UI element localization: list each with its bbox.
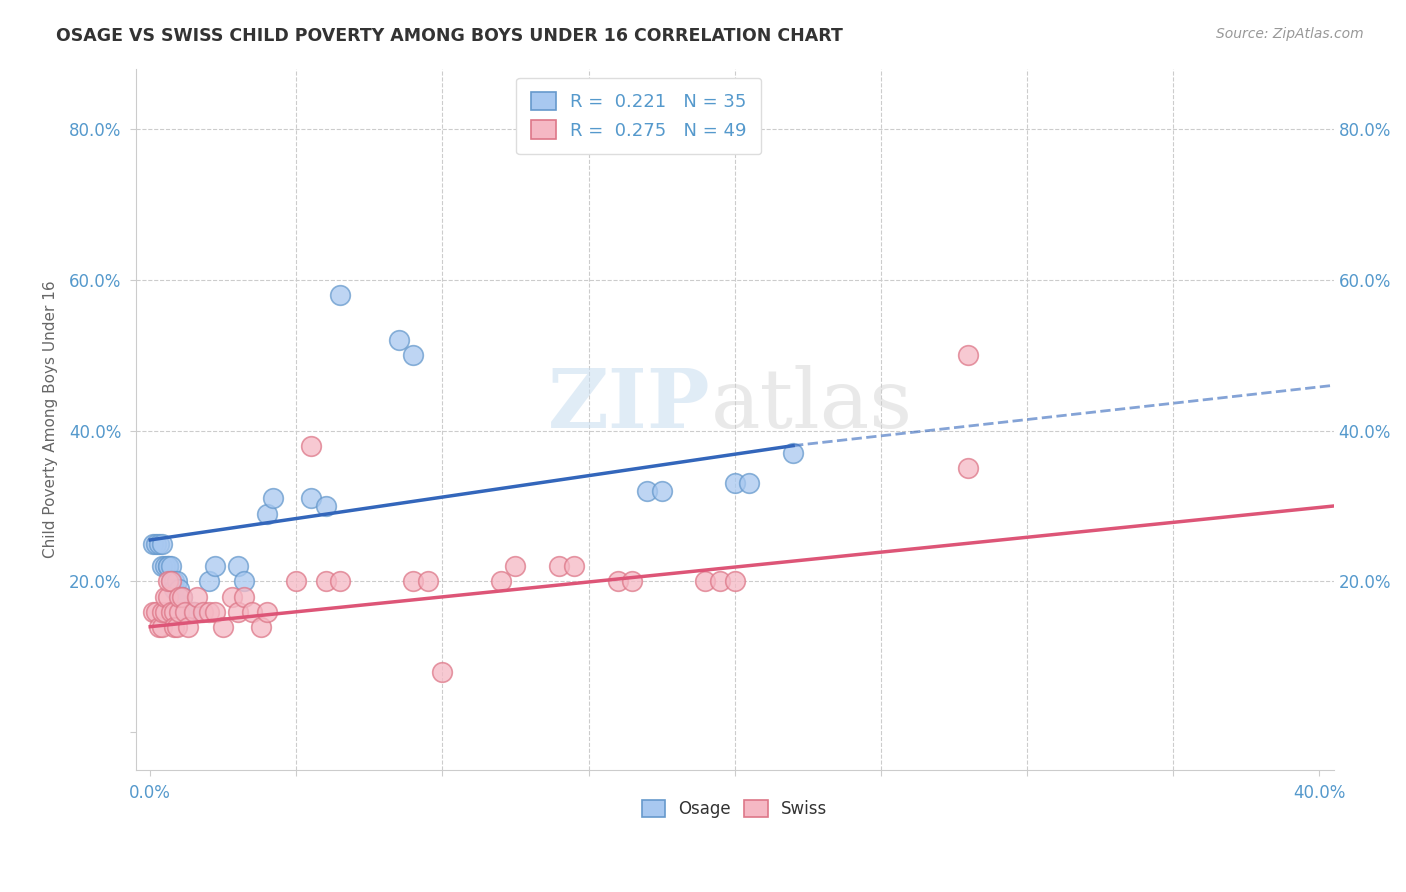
- Point: [169, 597, 191, 611]
- Point: [142, 537, 165, 551]
- Point: [166, 620, 188, 634]
- Point: [177, 620, 200, 634]
- Text: OSAGE VS SWISS CHILD POVERTY AMONG BOYS UNDER 16 CORRELATION CHART: OSAGE VS SWISS CHILD POVERTY AMONG BOYS …: [56, 27, 844, 45]
- Point: [145, 537, 167, 551]
- Point: [221, 590, 243, 604]
- Point: [402, 574, 425, 589]
- Point: [256, 605, 278, 619]
- Point: [150, 620, 173, 634]
- Point: [162, 605, 184, 619]
- Point: [738, 476, 761, 491]
- Point: [150, 559, 173, 574]
- Point: [150, 537, 173, 551]
- Point: [156, 559, 179, 574]
- Point: [299, 491, 322, 506]
- Point: [242, 605, 264, 619]
- Point: [159, 574, 181, 589]
- Point: [166, 574, 188, 589]
- Point: [159, 605, 181, 619]
- Point: [250, 620, 273, 634]
- Point: [174, 605, 197, 619]
- Point: [606, 574, 628, 589]
- Text: Source: ZipAtlas.com: Source: ZipAtlas.com: [1216, 27, 1364, 41]
- Point: [315, 574, 337, 589]
- Point: [162, 620, 184, 634]
- Point: [782, 446, 804, 460]
- Point: [153, 590, 176, 604]
- Point: [285, 574, 308, 589]
- Point: [212, 620, 235, 634]
- Point: [156, 590, 179, 604]
- Point: [156, 574, 179, 589]
- Point: [957, 461, 980, 475]
- Point: [204, 559, 226, 574]
- Point: [162, 582, 184, 596]
- Point: [183, 605, 205, 619]
- Y-axis label: Child Poverty Among Boys Under 16: Child Poverty Among Boys Under 16: [44, 280, 58, 558]
- Point: [723, 476, 745, 491]
- Point: [174, 605, 197, 619]
- Point: [315, 499, 337, 513]
- Point: [186, 590, 208, 604]
- Point: [299, 439, 322, 453]
- Point: [505, 559, 527, 574]
- Point: [621, 574, 644, 589]
- Point: [169, 582, 191, 596]
- Point: [172, 590, 194, 604]
- Point: [695, 574, 717, 589]
- Point: [548, 559, 571, 574]
- Point: [636, 483, 658, 498]
- Point: [153, 605, 176, 619]
- Point: [183, 605, 205, 619]
- Point: [148, 537, 170, 551]
- Point: [197, 574, 219, 589]
- Point: [159, 574, 181, 589]
- Text: ZIP: ZIP: [548, 365, 710, 445]
- Point: [169, 605, 191, 619]
- Point: [153, 559, 176, 574]
- Point: [142, 605, 165, 619]
- Point: [150, 605, 173, 619]
- Point: [204, 605, 226, 619]
- Point: [256, 507, 278, 521]
- Point: [197, 605, 219, 619]
- Point: [162, 574, 184, 589]
- Point: [329, 574, 352, 589]
- Point: [432, 665, 454, 679]
- Point: [191, 605, 214, 619]
- Point: [156, 559, 179, 574]
- Point: [159, 559, 181, 574]
- Legend: Osage, Swiss: Osage, Swiss: [636, 793, 834, 825]
- Point: [416, 574, 439, 589]
- Point: [148, 620, 170, 634]
- Point: [226, 559, 249, 574]
- Point: [489, 574, 512, 589]
- Point: [709, 574, 731, 589]
- Point: [957, 348, 980, 362]
- Point: [145, 605, 167, 619]
- Point: [562, 559, 585, 574]
- Point: [169, 590, 191, 604]
- Point: [387, 333, 409, 347]
- Point: [226, 605, 249, 619]
- Point: [177, 605, 200, 619]
- Point: [651, 483, 673, 498]
- Point: [329, 287, 352, 301]
- Point: [232, 574, 254, 589]
- Point: [262, 491, 284, 506]
- Point: [402, 348, 425, 362]
- Point: [232, 590, 254, 604]
- Text: atlas: atlas: [710, 365, 912, 445]
- Point: [172, 590, 194, 604]
- Point: [723, 574, 745, 589]
